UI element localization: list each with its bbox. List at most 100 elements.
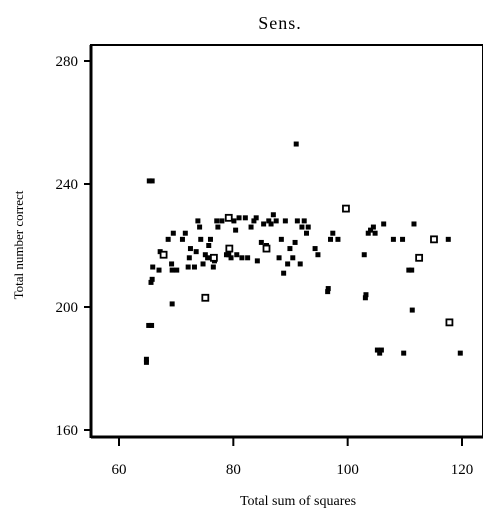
y-tick-label: 280 (56, 54, 79, 70)
data-point (281, 270, 287, 276)
data-point (169, 261, 175, 267)
data-point (182, 230, 188, 236)
data-point (258, 239, 264, 245)
data-point (293, 141, 299, 147)
data-point (198, 236, 204, 242)
data-point (146, 178, 152, 184)
data-point-open (159, 250, 168, 259)
data-point (325, 289, 331, 295)
data-point (335, 236, 341, 242)
data-point (253, 215, 259, 221)
data-point (292, 239, 298, 245)
x-axis-ticks: 60 80 100 120 (112, 437, 473, 478)
data-point (268, 221, 274, 227)
data-point-open (430, 235, 438, 244)
data-point (377, 350, 383, 356)
data-point (294, 218, 300, 224)
data-point (304, 230, 310, 236)
data-point (266, 218, 272, 224)
data-point (156, 267, 162, 273)
x-tick-label: 60 (112, 462, 127, 478)
data-point (248, 224, 254, 230)
data-point (143, 356, 149, 362)
data-point (150, 264, 156, 270)
y-axis-ticks: 160 200 240 280 (56, 54, 91, 439)
data-point (202, 252, 208, 258)
data-point (207, 236, 213, 242)
data-point-open (342, 204, 350, 213)
data-point-open (445, 318, 454, 327)
data-point (174, 267, 180, 273)
data-point (287, 246, 293, 252)
data-point (390, 236, 396, 242)
data-point (285, 261, 291, 267)
data-point (400, 236, 406, 242)
data-point (149, 322, 155, 328)
data-point (205, 255, 211, 261)
data-point (305, 224, 311, 230)
y-tick-label: 240 (56, 177, 79, 193)
data-point (372, 230, 378, 236)
data-point (409, 267, 415, 273)
data-point (381, 221, 387, 227)
data-point (276, 255, 282, 261)
data-point (231, 218, 237, 224)
data-point (234, 252, 240, 258)
data-point (406, 267, 412, 273)
data-point (270, 212, 276, 218)
data-point (239, 255, 245, 261)
data-point-open (225, 244, 234, 253)
data-point (325, 286, 331, 292)
data-point (210, 264, 216, 270)
data-point (315, 252, 321, 258)
data-point (170, 230, 176, 236)
data-point (165, 236, 171, 242)
x-tick-label: 80 (226, 462, 241, 478)
data-point (187, 246, 193, 252)
data-point (361, 252, 367, 258)
y-tick-label: 160 (56, 423, 79, 439)
x-axis-label: Total sum of squares (240, 494, 356, 509)
data-point (219, 218, 225, 224)
data-point-open (224, 213, 233, 222)
data-point-open (201, 293, 210, 302)
data-point-open (262, 244, 271, 253)
data-point (401, 350, 407, 356)
data-point (378, 347, 384, 353)
data-point (297, 261, 303, 267)
data-point (370, 224, 376, 230)
data-point (299, 224, 305, 230)
data-point (228, 255, 234, 261)
data-point (245, 255, 251, 261)
data-point (330, 230, 336, 236)
data-point (282, 218, 288, 224)
y-axis-label: Total number correct (11, 190, 26, 299)
data-point (251, 218, 257, 224)
chart-title: Sens. (258, 13, 302, 33)
data-point (226, 252, 232, 258)
data-point (278, 236, 284, 242)
data-point (215, 224, 221, 230)
data-point (445, 236, 451, 242)
y-tick-label: 200 (56, 300, 79, 316)
data-point (273, 218, 279, 224)
data-point (169, 267, 175, 273)
data-point (146, 322, 152, 328)
data-point (143, 359, 149, 365)
data-point (206, 243, 212, 248)
data-point (242, 215, 248, 221)
data-point (195, 218, 201, 224)
data-point (185, 264, 191, 270)
data-point (214, 218, 220, 224)
data-point (236, 215, 242, 221)
data-point (169, 301, 175, 307)
data-point (200, 261, 206, 267)
data-point (193, 249, 199, 255)
data-point (363, 292, 369, 298)
data-point (301, 218, 307, 224)
data-point (197, 224, 203, 230)
data-point (290, 255, 296, 261)
data-point (374, 347, 380, 353)
data-point (362, 295, 368, 301)
